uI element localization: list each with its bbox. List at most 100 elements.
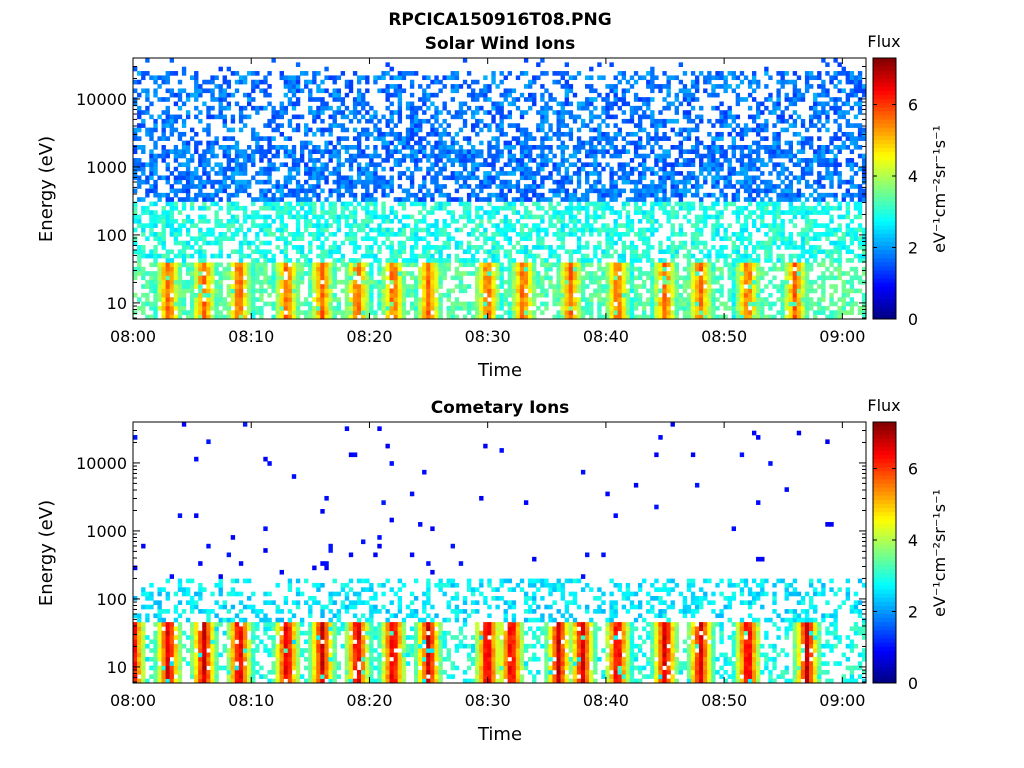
- heatmap-cell: [210, 305, 215, 311]
- heatmap-cell: [446, 131, 451, 137]
- heatmap-cell: [145, 92, 150, 98]
- heatmap-cell: [642, 284, 647, 289]
- heatmap-cell: [149, 223, 154, 228]
- heatmap-cell: [674, 201, 679, 207]
- heatmap-cell: [719, 275, 724, 281]
- heatmap-cell: [234, 284, 240, 289]
- heatmap-cell: [572, 249, 578, 255]
- heatmap-cell: [670, 292, 675, 298]
- heatmap-cell: [373, 205, 378, 211]
- heatmap-cell: [519, 288, 525, 294]
- heatmap-cell: [454, 258, 460, 263]
- heatmap-cell: [637, 271, 643, 276]
- heatmap-cell: [621, 284, 627, 289]
- heatmap-cell: [682, 301, 688, 307]
- heatmap-cell: [621, 275, 627, 281]
- heatmap-cell: [727, 271, 732, 276]
- heatmap-cell: [381, 75, 386, 81]
- heatmap-cell: [397, 227, 403, 233]
- heatmap-cell: [430, 301, 435, 307]
- heatmap-cell: [523, 271, 529, 276]
- heatmap-cell: [633, 288, 639, 294]
- heatmap-cell: [287, 118, 293, 124]
- heatmap-cell: [654, 288, 659, 294]
- heatmap-cell: [271, 166, 276, 172]
- heatmap-cell: [466, 184, 472, 189]
- heatmap-cell: [251, 288, 256, 294]
- heatmap-cell: [446, 253, 451, 259]
- heatmap-cell: [568, 131, 574, 137]
- heatmap-cell: [271, 232, 276, 237]
- heatmap-cell: [536, 171, 541, 176]
- heatmap-cell: [238, 275, 244, 281]
- heatmap-cell: [149, 275, 154, 281]
- heatmap-cell: [633, 197, 639, 202]
- heatmap-cell: [202, 301, 207, 307]
- heatmap-cell: [259, 227, 264, 233]
- heatmap-cell: [666, 214, 671, 220]
- heatmap-cell: [503, 223, 508, 228]
- heatmap-cell: [194, 75, 199, 81]
- heatmap-cell: [271, 162, 276, 168]
- heatmap-cell: [686, 127, 692, 133]
- heatmap-cell: [397, 284, 403, 289]
- heatmap-cell: [621, 240, 627, 246]
- heatmap-cell: [532, 188, 537, 194]
- heatmap-cell: [177, 240, 183, 246]
- heatmap-cell: [585, 271, 590, 276]
- heatmap-cell: [352, 305, 358, 311]
- heatmap-cell: [617, 162, 622, 168]
- heatmap-cell: [206, 197, 211, 202]
- heatmap-cell: [699, 297, 704, 302]
- heatmap-cell: [230, 288, 236, 294]
- heatmap-cell: [682, 179, 688, 185]
- heatmap-cell: [650, 258, 655, 263]
- heatmap-cell: [328, 123, 333, 128]
- heatmap-cell: [658, 240, 663, 246]
- heatmap-cell: [694, 288, 700, 294]
- heatmap-cell: [356, 136, 362, 141]
- heatmap-cell: [369, 253, 374, 259]
- heatmap-cell: [377, 258, 382, 263]
- heatmap-cell: [145, 192, 150, 198]
- heatmap-cell: [324, 262, 329, 268]
- heatmap-cell: [405, 166, 411, 172]
- heatmap-cell: [666, 262, 671, 268]
- heatmap-cell: [597, 292, 602, 298]
- heatmap-cell: [137, 218, 142, 224]
- heatmap-cell: [694, 75, 700, 81]
- heatmap-cell: [336, 301, 341, 307]
- heatmap-cell: [678, 149, 684, 154]
- heatmap-cell: [283, 314, 289, 320]
- heatmap-cell: [389, 262, 394, 268]
- heatmap-cell: [226, 227, 232, 233]
- heatmap-cell: [385, 284, 390, 289]
- heatmap-cell: [409, 201, 415, 207]
- heatmap-cell: [157, 97, 162, 102]
- heatmap-cell: [181, 140, 187, 146]
- heatmap-cell: [593, 275, 598, 281]
- heatmap-cell: [625, 223, 631, 228]
- heatmap-cell: [515, 292, 521, 298]
- heatmap-cell: [483, 297, 488, 302]
- heatmap-cell: [597, 197, 602, 202]
- heatmap-cell: [344, 262, 350, 268]
- heatmap-cell: [369, 297, 374, 302]
- heatmap-cell: [242, 92, 248, 98]
- heatmap-cell: [523, 140, 529, 146]
- heatmap-cell: [511, 288, 517, 294]
- heatmap-cell: [523, 127, 529, 133]
- heatmap-cell: [438, 314, 443, 320]
- heatmap-cell: [304, 179, 309, 185]
- heatmap-cell: [393, 123, 398, 128]
- heatmap-cell: [385, 262, 390, 268]
- heatmap-cell: [475, 314, 480, 320]
- heatmap-cell: [576, 166, 582, 172]
- heatmap-cell: [723, 158, 728, 163]
- heatmap-cell: [568, 310, 574, 315]
- heatmap-cell: [255, 79, 260, 85]
- heatmap-cell: [487, 162, 492, 168]
- heatmap-cell: [503, 279, 508, 285]
- heatmap-cell: [190, 314, 195, 320]
- heatmap-cell: [654, 188, 659, 194]
